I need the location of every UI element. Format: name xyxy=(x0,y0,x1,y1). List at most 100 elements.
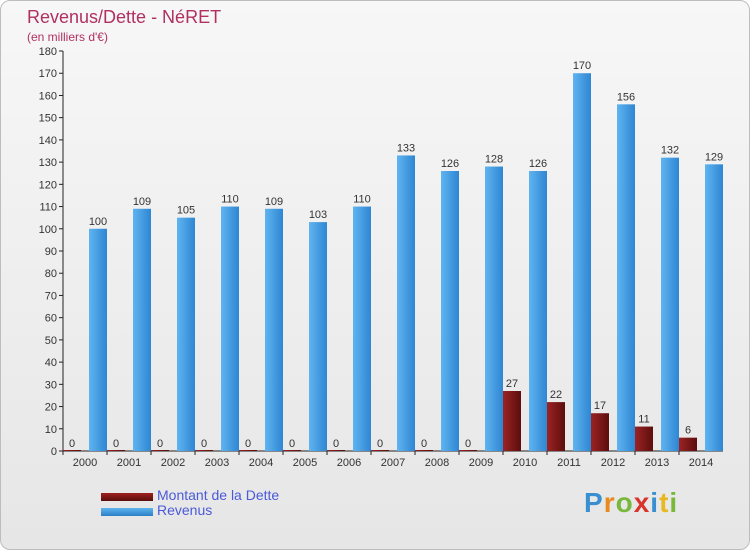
data-label-dette: 0 xyxy=(157,438,163,450)
data-label-dette: 0 xyxy=(465,438,471,450)
data-label-revenus: 126 xyxy=(529,158,547,170)
bar-revenus xyxy=(617,104,635,451)
data-label-revenus: 132 xyxy=(661,145,679,157)
y-tick-label: 70 xyxy=(45,290,57,302)
data-label-dette: 17 xyxy=(594,400,606,412)
x-tick-label: 2003 xyxy=(205,457,229,469)
x-tick-label: 2002 xyxy=(161,457,185,469)
data-label-dette: 11 xyxy=(638,414,649,426)
bar-revenus xyxy=(89,228,107,451)
y-tick-label: 20 xyxy=(45,402,57,414)
bar-revenus xyxy=(573,73,591,451)
legend-label-dette: Montant de la Dette xyxy=(157,487,280,503)
data-label-revenus: 103 xyxy=(309,209,327,221)
data-label-revenus: 170 xyxy=(573,60,591,72)
data-label-dette: 0 xyxy=(377,438,383,450)
data-label-revenus: 129 xyxy=(705,151,723,163)
data-label-revenus: 110 xyxy=(221,194,239,206)
bar-revenus xyxy=(353,206,371,451)
chart-subtitle: (en milliers d'€) xyxy=(27,30,108,44)
data-label-revenus: 128 xyxy=(485,154,503,166)
x-tick-label: 2006 xyxy=(337,457,361,469)
bar-dette xyxy=(239,450,257,451)
bar-revenus xyxy=(177,217,195,451)
bar-revenus xyxy=(705,164,723,452)
data-label-revenus: 110 xyxy=(353,194,371,206)
bar-dette xyxy=(679,437,697,451)
y-tick-label: 80 xyxy=(45,268,57,280)
chart-title: Revenus/Dette - NéRET xyxy=(27,7,222,27)
y-tick-label: 130 xyxy=(39,157,57,169)
data-label-dette: 0 xyxy=(333,438,339,450)
data-label-dette: 27 xyxy=(506,378,518,390)
data-label-revenus: 105 xyxy=(177,205,195,217)
x-tick-label: 2011 xyxy=(557,457,581,469)
proxiti-logo: Proxiti xyxy=(584,487,679,518)
y-tick-label: 90 xyxy=(45,246,57,258)
data-label-dette: 0 xyxy=(69,438,75,450)
bar-dette xyxy=(371,450,389,451)
x-tick-label: 2012 xyxy=(601,457,625,469)
legend-swatch-revenus xyxy=(101,508,153,516)
y-tick-label: 150 xyxy=(39,113,57,125)
data-label-revenus: 133 xyxy=(397,142,415,154)
y-tick-label: 30 xyxy=(45,379,57,391)
bar-revenus xyxy=(485,166,503,452)
x-tick-label: 2010 xyxy=(513,457,537,469)
data-label-dette: 0 xyxy=(201,438,207,450)
bar-revenus xyxy=(397,155,415,451)
bar-revenus xyxy=(309,222,327,451)
bar-dette xyxy=(591,413,609,451)
bar-dette xyxy=(63,450,81,451)
y-tick-label: 140 xyxy=(39,135,57,147)
y-tick-label: 10 xyxy=(45,424,57,436)
bar-revenus xyxy=(133,208,151,451)
x-tick-label: 2000 xyxy=(73,457,97,469)
bar-dette xyxy=(283,450,301,451)
bar-revenus xyxy=(265,208,283,451)
x-tick-label: 2004 xyxy=(249,457,273,469)
y-tick-label: 120 xyxy=(39,179,57,191)
y-tick-label: 160 xyxy=(39,90,57,102)
bar-revenus xyxy=(661,157,679,451)
y-tick-label: 110 xyxy=(39,202,57,214)
bar-dette xyxy=(151,450,169,451)
y-tick-label: 50 xyxy=(45,335,57,347)
data-label-revenus: 109 xyxy=(265,196,283,208)
y-tick-label: 170 xyxy=(39,68,57,80)
bar-revenus xyxy=(529,171,547,451)
data-label-dette: 0 xyxy=(289,438,295,450)
bar-dette xyxy=(635,426,653,451)
x-tick-label: 2005 xyxy=(293,457,317,469)
x-tick-label: 2009 xyxy=(469,457,493,469)
bar-revenus xyxy=(441,171,459,451)
y-tick-label: 60 xyxy=(45,313,57,325)
y-tick-label: 0 xyxy=(51,446,57,458)
data-label-dette: 0 xyxy=(421,438,427,450)
bar-dette xyxy=(107,450,125,451)
x-tick-label: 2014 xyxy=(689,457,713,469)
bar-dette xyxy=(503,391,521,451)
bar-dette xyxy=(415,450,433,451)
x-tick-label: 2008 xyxy=(425,457,449,469)
legend-label-revenus: Revenus xyxy=(157,502,213,518)
bar-dette xyxy=(547,402,565,451)
y-tick-label: 40 xyxy=(45,357,57,369)
data-label-revenus: 156 xyxy=(617,91,635,103)
bar-dette xyxy=(195,450,213,451)
bar-revenus xyxy=(221,206,239,451)
data-label-dette: 0 xyxy=(245,438,251,450)
x-tick-label: 2013 xyxy=(645,457,669,469)
bar-dette xyxy=(459,450,477,451)
data-label-dette: 0 xyxy=(113,438,119,450)
data-label-revenus: 126 xyxy=(441,158,459,170)
y-tick-label: 100 xyxy=(39,224,57,236)
data-label-revenus: 100 xyxy=(89,216,107,228)
legend-swatch-dette xyxy=(101,493,153,501)
y-tick-label: 180 xyxy=(39,46,57,58)
data-label-dette: 6 xyxy=(685,425,691,437)
data-label-dette: 22 xyxy=(550,389,562,401)
data-label-revenus: 109 xyxy=(133,196,151,208)
